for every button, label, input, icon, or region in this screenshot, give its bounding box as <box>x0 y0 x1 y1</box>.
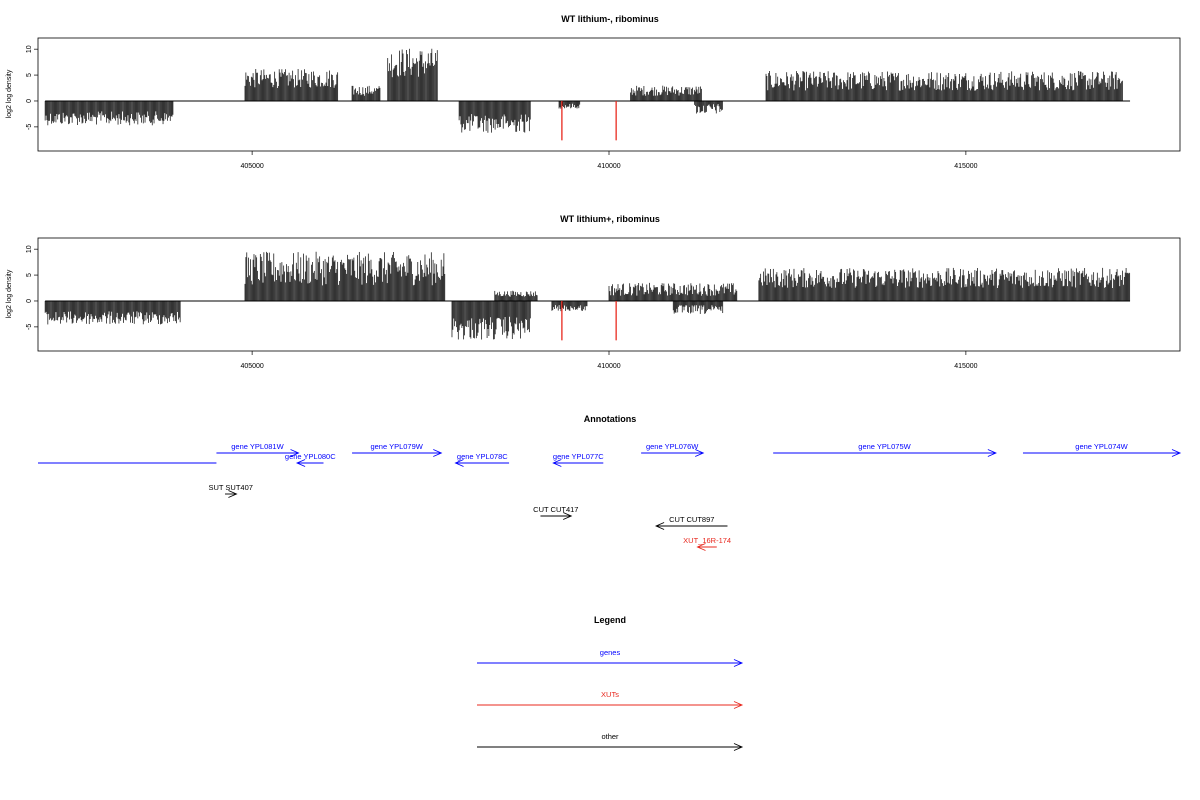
annotation-feature: gene YPL081W <box>216 442 300 457</box>
arrow-head-icon <box>733 701 744 709</box>
legend: Legend genes XUTs other <box>477 615 744 751</box>
y-tick-label: 5 <box>26 273 33 277</box>
y-tick-label: 10 <box>26 245 33 253</box>
x-axis: 405000 410000 415000 <box>240 351 978 370</box>
panel-title: WT lithium+, ribominus <box>560 214 660 224</box>
panel-title: WT lithium-, ribominus <box>561 14 659 24</box>
x-tick-label: 410000 <box>597 363 620 370</box>
x-tick-label: 405000 <box>240 163 263 170</box>
legend-label: other <box>601 732 619 741</box>
annotation-feature: gene YPL079W <box>352 442 443 457</box>
y-tick-label: 10 <box>26 45 33 53</box>
feature-label: SUT SUT407 <box>208 483 252 492</box>
feature-label: gene YPL076W <box>646 442 699 451</box>
arrow-head-icon <box>228 490 238 498</box>
annotation-feature: gene YPL075W <box>773 442 997 457</box>
legend-items: genes XUTs other <box>477 648 744 751</box>
arrow-head-icon <box>654 522 665 530</box>
legend-title: Legend <box>594 615 626 625</box>
legend-label: XUTs <box>601 690 619 699</box>
feature-label: gene YPL079W <box>370 442 423 451</box>
arrow-head-icon <box>696 543 706 551</box>
y-axis-label: log2 log density <box>6 269 13 318</box>
arrow-head-icon <box>454 459 464 467</box>
legend-item: other <box>477 732 744 751</box>
feature-label: gene YPL074W <box>1075 442 1128 451</box>
arrow-head-icon <box>733 659 744 667</box>
annotation-feature: CUT CUT417 <box>533 505 578 520</box>
annotation-feature: gene YPL078C <box>454 452 510 467</box>
coverage-panel-lithium-minus: WT lithium-, ribominus log2 log density … <box>6 14 1181 170</box>
coverage-panel-lithium-plus: WT lithium+, ribominus log2 log density … <box>6 214 1181 370</box>
y-tick-label: -5 <box>26 124 33 130</box>
legend-item: genes <box>477 648 744 667</box>
arrow-head-icon <box>562 512 573 520</box>
annotation-feature: gene YPL080C <box>285 452 336 467</box>
feature-label: gene YPL081W <box>231 442 284 451</box>
arrow-head-icon <box>295 459 306 467</box>
annotations-title: Annotations <box>584 414 637 424</box>
annotation-feature: SUT SUT407 <box>208 483 253 498</box>
x-tick-label: 415000 <box>954 363 977 370</box>
feature-label: gene YPL075W <box>858 442 911 451</box>
y-axis: -5 0 5 10 <box>26 45 38 130</box>
y-tick-label: 5 <box>26 73 33 77</box>
y-tick-label: 0 <box>26 299 33 303</box>
coverage-bars <box>44 48 1131 141</box>
x-axis: 405000 410000 415000 <box>240 151 978 170</box>
feature-label: XUT_16R-174 <box>683 536 731 545</box>
annotation-feature: CUT CUT897 <box>654 515 728 530</box>
annotation-feature: gene YPL076W <box>641 442 705 457</box>
arrow-head-icon <box>695 449 705 457</box>
feature-label: CUT CUT417 <box>533 505 578 514</box>
feature-label: gene YPL077C <box>553 452 604 461</box>
coverage-bars <box>44 251 1131 341</box>
feature-label: gene YPL080C <box>285 452 336 461</box>
arrow-head-icon <box>1171 449 1182 457</box>
y-axis-label: log2 log density <box>6 69 13 118</box>
feature-label: gene YPL078C <box>457 452 508 461</box>
y-tick-label: 0 <box>26 99 33 103</box>
x-tick-label: 415000 <box>954 163 977 170</box>
arrow-head-icon <box>733 743 744 751</box>
arrow-head-icon <box>987 449 997 457</box>
x-tick-label: 405000 <box>240 363 263 370</box>
y-axis: -5 0 5 10 <box>26 245 38 330</box>
x-tick-label: 410000 <box>597 163 620 170</box>
annotation-feature: XUT_16R-174 <box>683 536 731 551</box>
arrow-head-icon <box>433 449 443 457</box>
annotation-feature: gene YPL077C <box>552 452 604 467</box>
legend-label: genes <box>600 648 621 657</box>
legend-item: XUTs <box>477 690 744 709</box>
arrow-head-icon <box>290 449 300 457</box>
arrow-head-icon <box>552 459 562 467</box>
annotation-feature: gene YPL074W <box>1022 442 1182 457</box>
feature-label: CUT CUT897 <box>669 515 714 524</box>
y-tick-label: -5 <box>26 324 33 330</box>
